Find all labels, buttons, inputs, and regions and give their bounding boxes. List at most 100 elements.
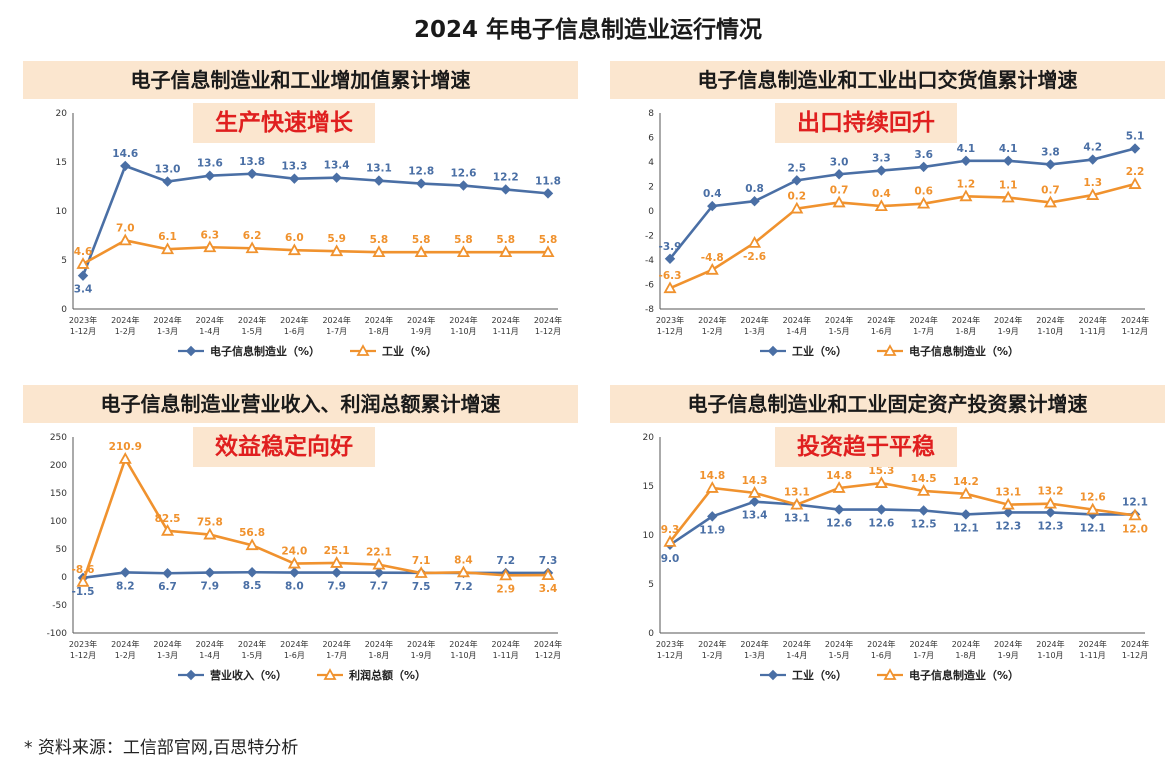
data-point — [331, 172, 342, 183]
data-label: 7.7 — [370, 581, 389, 593]
data-label: 4.6 — [74, 246, 93, 258]
data-label: 7.1 — [412, 555, 431, 567]
data-label: 6.2 — [243, 230, 262, 242]
data-point — [663, 281, 677, 294]
legend-label: 利润总额（%） — [349, 668, 426, 682]
data-label: 13.4 — [324, 160, 350, 172]
x-tick-label: 2024年 — [111, 639, 139, 649]
data-point — [663, 535, 677, 547]
x-tick-label: 2024年 — [407, 315, 435, 325]
data-label: 12.1 — [1080, 522, 1106, 534]
data-point — [185, 345, 197, 357]
data-point — [832, 195, 846, 208]
data-label: 13.4 — [742, 510, 768, 522]
y-tick-label: 100 — [50, 517, 67, 527]
chart-tagline: 出口持续回升 — [775, 103, 957, 143]
data-point — [372, 557, 386, 570]
data-label: 13.0 — [155, 164, 181, 176]
series-line — [82, 239, 548, 266]
data-label: 210.9 — [109, 441, 142, 453]
data-label: 1.3 — [1083, 177, 1102, 189]
data-point — [414, 566, 428, 578]
y-tick-label: -8 — [645, 305, 654, 315]
data-point — [331, 567, 342, 578]
data-label: 7.5 — [412, 581, 431, 593]
data-point — [832, 481, 846, 493]
data-label: 12.6 — [826, 518, 852, 530]
x-tick-label: 2024年 — [952, 639, 980, 649]
data-label: 0.2 — [788, 191, 807, 203]
series-0: 9.0 11.9 13.4 13.1 12.6 12.6 12.5 12.1 12.3 12.3 1… — [661, 496, 1148, 564]
x-tick-label: 1-3月 — [744, 651, 765, 660]
chart-title: 电子信息制造业和工业出口交货值累计增速 — [610, 61, 1165, 99]
y-tick-label: 5 — [648, 580, 654, 590]
data-point — [118, 233, 132, 246]
data-point — [76, 574, 90, 587]
x-tick-label: 2024年 — [322, 639, 350, 649]
data-point — [1043, 195, 1057, 208]
data-point — [203, 527, 217, 540]
series-0: -1.5 8.2 6.7 7.9 8.5 8.0 7.9 7.7 7.5 7.2 7.2 7.3 — [72, 555, 558, 598]
data-label: 0.6 — [914, 186, 933, 198]
data-label: 12.6 — [868, 518, 894, 530]
data-point — [918, 505, 929, 516]
data-point — [323, 668, 337, 680]
x-tick-label: 2024年 — [783, 639, 811, 649]
x-tick-label: 2024年 — [740, 315, 768, 325]
series-1: 4.6 7.0 6.1 6.3 6.2 6.0 5.9 5.8 5.8 5.8 5.8 5.8 — [74, 222, 557, 269]
data-label: 56.8 — [239, 527, 265, 539]
data-point — [499, 568, 513, 581]
x-tick-label: 1-9月 — [998, 651, 1019, 660]
data-point — [705, 481, 719, 493]
x-tick-label: 2024年 — [1121, 639, 1149, 649]
data-label: 13.1 — [995, 487, 1021, 499]
data-label: 12.1 — [953, 522, 979, 534]
data-label: 15.3 — [868, 465, 894, 477]
source-footnote: * 资料来源：工信部官网,百思特分析 — [24, 738, 299, 758]
data-point — [162, 176, 173, 187]
x-tick-label: 1-7月 — [913, 327, 934, 336]
series-line — [669, 182, 1136, 290]
data-point — [330, 556, 344, 568]
x-tick-label: 1-5月 — [242, 651, 263, 660]
x-tick-label: 2024年 — [867, 315, 895, 325]
x-tick-label: 2024年 — [1079, 315, 1107, 325]
y-tick-label: 200 — [50, 461, 67, 471]
data-label: 13.6 — [197, 158, 223, 170]
data-point — [748, 235, 762, 248]
data-point — [1086, 502, 1100, 515]
legend-label: 工业（%） — [792, 344, 847, 358]
y-tick-label: 20 — [56, 109, 68, 119]
data-point — [161, 242, 175, 255]
x-tick-label: 1-9月 — [411, 327, 432, 336]
x-tick-label: 2024年 — [407, 639, 435, 649]
data-label: 3.0 — [830, 156, 849, 168]
data-point — [76, 257, 90, 269]
data-point — [707, 511, 718, 522]
chart-panel-fixed-investment: 电子信息制造业和工业固定资产投资累计增速 0 5 10 15 20 2023年 1-12月 2… — [610, 385, 1165, 710]
y-tick-label: 150 — [50, 489, 67, 499]
data-label: 4.2 — [1083, 142, 1102, 154]
data-point — [705, 262, 719, 275]
data-point — [458, 180, 469, 191]
data-label: 3.4 — [74, 284, 93, 296]
data-point — [287, 243, 301, 256]
data-label: 12.3 — [995, 520, 1021, 532]
x-tick-label: 1-9月 — [411, 651, 432, 660]
data-point — [960, 155, 972, 166]
data-point — [1087, 154, 1098, 165]
data-label: -1.5 — [72, 586, 95, 598]
data-point — [1002, 155, 1014, 166]
y-tick-label: 15 — [643, 482, 654, 492]
legend-label: 电子信息制造业（%） — [909, 668, 1019, 682]
data-label: 14.8 — [699, 470, 725, 482]
data-point — [373, 567, 385, 578]
data-label: 25.1 — [324, 545, 350, 557]
x-tick-label: 2024年 — [740, 639, 768, 649]
x-tick-label: 2024年 — [196, 315, 224, 325]
line-chart-value-added: 0 5 10 15 20 2023年 1-12月 2024年 1-2月 2024年 1-3月 2024… — [56, 109, 563, 358]
x-tick-label: 2024年 — [111, 315, 139, 325]
x-tick-label: 1-9月 — [998, 327, 1019, 336]
data-label: 5.8 — [454, 234, 473, 246]
data-point — [289, 173, 300, 184]
